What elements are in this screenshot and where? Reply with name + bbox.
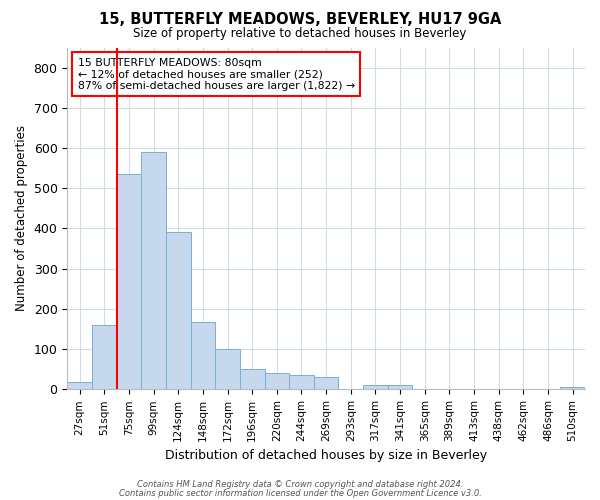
Bar: [116, 174, 141, 390]
Bar: [92, 325, 116, 390]
Text: Size of property relative to detached houses in Beverley: Size of property relative to detached ho…: [133, 28, 467, 40]
Bar: [265, 373, 289, 390]
Bar: [215, 348, 240, 390]
Bar: [240, 369, 265, 390]
Text: Contains public sector information licensed under the Open Government Licence v3: Contains public sector information licen…: [119, 488, 481, 498]
Bar: [314, 378, 338, 390]
Bar: [363, 386, 388, 390]
Bar: [289, 375, 314, 390]
Bar: [166, 232, 191, 390]
Bar: [191, 322, 215, 390]
Bar: [388, 386, 412, 390]
Bar: [560, 386, 585, 390]
Text: 15, BUTTERFLY MEADOWS, BEVERLEY, HU17 9GA: 15, BUTTERFLY MEADOWS, BEVERLEY, HU17 9G…: [99, 12, 501, 28]
Bar: [67, 382, 92, 390]
Text: Contains HM Land Registry data © Crown copyright and database right 2024.: Contains HM Land Registry data © Crown c…: [137, 480, 463, 489]
Text: 15 BUTTERFLY MEADOWS: 80sqm
← 12% of detached houses are smaller (252)
87% of se: 15 BUTTERFLY MEADOWS: 80sqm ← 12% of det…: [77, 58, 355, 91]
X-axis label: Distribution of detached houses by size in Beverley: Distribution of detached houses by size …: [165, 450, 487, 462]
Bar: [141, 152, 166, 390]
Y-axis label: Number of detached properties: Number of detached properties: [15, 126, 28, 312]
